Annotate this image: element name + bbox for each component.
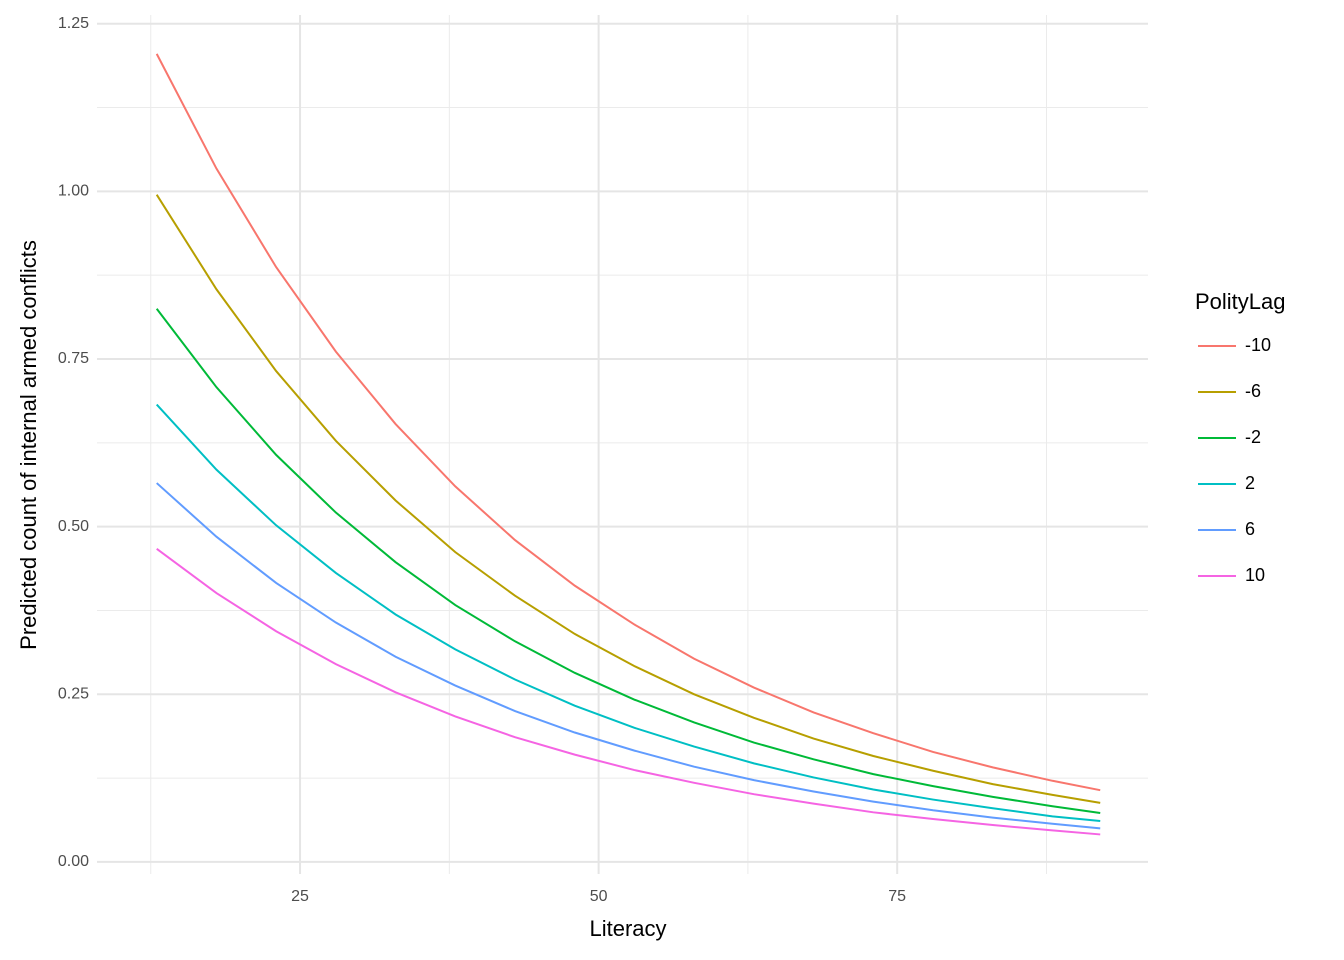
y-tick-label: 0.75: [58, 350, 89, 367]
legend-label: 6: [1245, 519, 1255, 539]
series-line: [155, 403, 1101, 823]
y-tick-label: 0.00: [58, 853, 89, 870]
legend-title: PolityLag: [1195, 289, 1286, 314]
legend-label: -6: [1245, 381, 1261, 401]
x-axis-title: Literacy: [589, 916, 666, 941]
legend-label: -2: [1245, 427, 1261, 447]
y-tick-label: 1.00: [58, 183, 89, 200]
legend-label: -10: [1245, 335, 1271, 355]
series-line: [156, 482, 1101, 830]
y-tick-label: 0.25: [58, 686, 89, 703]
x-tick-label: 75: [888, 888, 906, 905]
legend-label: 10: [1245, 565, 1265, 585]
y-tick-label: 0.50: [58, 518, 89, 535]
legend-label: 2: [1245, 473, 1255, 493]
series-line: [155, 308, 1101, 814]
y-tick-label: 1.25: [58, 15, 89, 32]
x-tick-label: 25: [291, 888, 309, 905]
y-axis-title: Predicted count of internal armed confli…: [16, 240, 41, 650]
series-line: [155, 53, 1101, 792]
x-tick-label: 50: [590, 888, 608, 905]
series-line: [156, 547, 1101, 836]
series-line: [155, 194, 1101, 804]
